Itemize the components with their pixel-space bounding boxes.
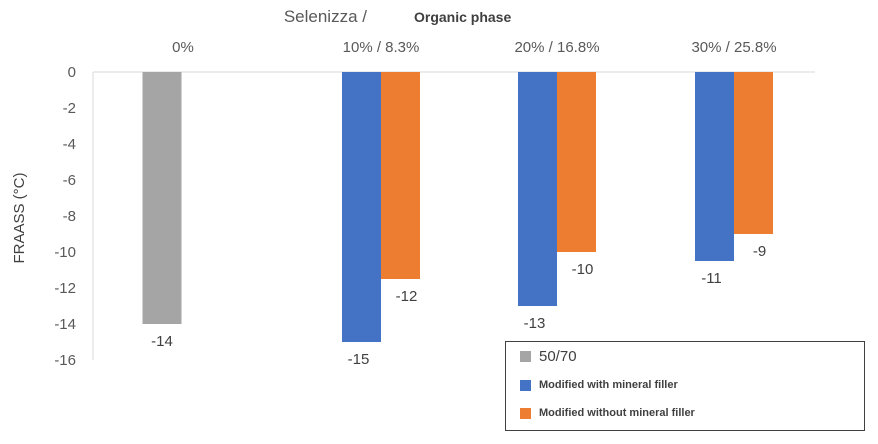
x-tick-label: 20% / 16.8% [514, 39, 599, 56]
legend-swatch [520, 407, 531, 419]
y-tick-label: -6 [63, 172, 76, 189]
bar [695, 72, 734, 261]
data-label: -13 [524, 315, 546, 332]
y-tick-label: -14 [54, 316, 76, 333]
chart-title-suffix: Organic phase [414, 9, 511, 25]
legend-swatch [520, 351, 531, 362]
plot-area: 0 -2 -4 -6 -8 -10 -12 -14 -16 0% 10% / 8.3% 20% / 1… [54, 39, 815, 369]
x-tick-label: 0% [172, 39, 194, 56]
y-tick-label: -16 [54, 352, 76, 369]
y-tick-label: -10 [54, 244, 76, 261]
bar [381, 72, 420, 279]
legend-swatch [520, 379, 531, 391]
data-label: -12 [396, 288, 418, 305]
chart-legend: 50/70 Modified with mineral filler Modif… [505, 341, 865, 431]
legend-label: Modified with mineral filler [539, 379, 678, 391]
bar [734, 72, 773, 234]
legend-item-with-filler: Modified with mineral filler [520, 379, 678, 391]
y-tick-label: -2 [63, 100, 76, 117]
data-label: -14 [151, 333, 173, 350]
legend-item-without-filler: Modified without mineral filler [520, 407, 695, 419]
bar [518, 72, 557, 306]
x-tick-label: 30% / 25.8% [691, 39, 776, 56]
y-tick-label: -12 [54, 280, 76, 297]
x-tick-label: 10% / 8.3% [343, 39, 420, 56]
bar [142, 72, 182, 324]
y-tick-label: -8 [63, 208, 76, 225]
legend-label: 50/70 [539, 348, 577, 365]
data-label: -9 [753, 243, 766, 260]
data-label: -10 [572, 261, 594, 278]
legend-label: Modified without mineral filler [539, 407, 695, 419]
y-tick-label: -4 [63, 136, 76, 153]
data-label: -11 [701, 270, 722, 287]
bar [557, 72, 596, 252]
bar [342, 72, 381, 342]
chart-title: Selenizza / [284, 7, 367, 26]
data-label: -15 [348, 351, 370, 368]
y-axis-label: FRAASS (°C) [11, 172, 28, 263]
legend-item-50-70: 50/70 [520, 348, 577, 365]
y-tick-label: 0 [68, 64, 76, 81]
